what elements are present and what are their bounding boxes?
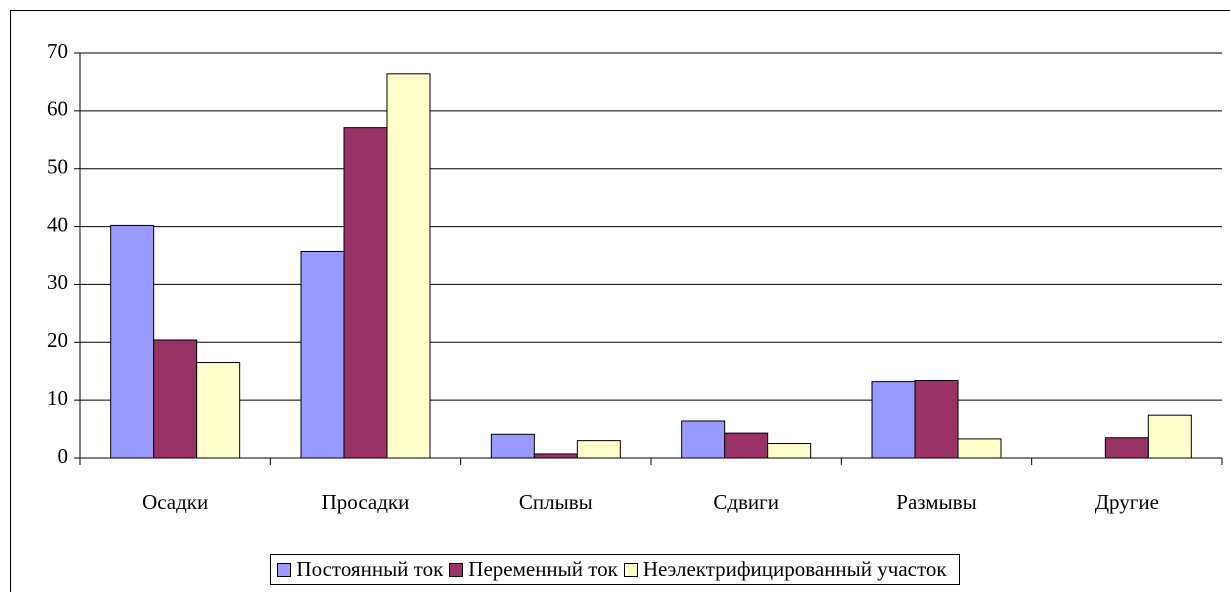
legend-label: Постоянный ток: [296, 557, 444, 581]
legend-label: Неэлектрифицированный участок: [642, 557, 947, 581]
bar: [343, 127, 388, 459]
x-tick-label: Сдвиги: [713, 490, 779, 514]
bar: [196, 362, 241, 459]
y-tick-label: 70: [47, 39, 68, 63]
legend-item: Переменный ток: [449, 557, 618, 582]
legend-swatch: [623, 562, 638, 577]
legend-item: Постоянный ток: [277, 557, 443, 582]
y-tick-label: 30: [47, 270, 68, 294]
bar: [300, 250, 345, 459]
bar: [533, 453, 578, 459]
bar: [914, 379, 959, 459]
y-tick-label: 50: [47, 155, 68, 179]
legend-label: Переменный ток: [468, 557, 618, 581]
y-tick-label: 10: [47, 386, 68, 410]
bar: [1147, 414, 1192, 459]
bar: [153, 339, 198, 459]
bar: [110, 224, 155, 459]
legend-swatch: [277, 562, 292, 577]
bar: [1104, 437, 1149, 459]
x-tick-label: Просадки: [322, 490, 410, 514]
bar: [681, 420, 726, 459]
x-tick-label: Другие: [1095, 490, 1159, 514]
x-tick-label: Сплывы: [519, 490, 593, 514]
bar: [767, 443, 812, 459]
x-tick-label: Размывы: [896, 490, 976, 514]
x-tick-label: Осадки: [142, 490, 208, 514]
bar: [576, 440, 621, 459]
chart-border: [10, 10, 1230, 592]
y-tick-label: 60: [47, 97, 68, 121]
bar: [957, 438, 1002, 459]
bar: [724, 432, 769, 459]
legend: Постоянный ток Переменный ток Неэлектрифиц…: [270, 554, 960, 585]
y-tick-label: 40: [47, 212, 68, 236]
legend-area: Постоянный ток Переменный ток Неэлектрифиц…: [0, 554, 1230, 585]
bar: [490, 433, 535, 459]
legend-item: Неэлектрифицированный участок: [623, 557, 947, 582]
legend-swatch: [449, 562, 464, 577]
y-tick-label: 0: [58, 444, 69, 468]
y-tick-label: 20: [47, 328, 68, 352]
bar: [386, 73, 431, 459]
bar: [871, 381, 916, 459]
